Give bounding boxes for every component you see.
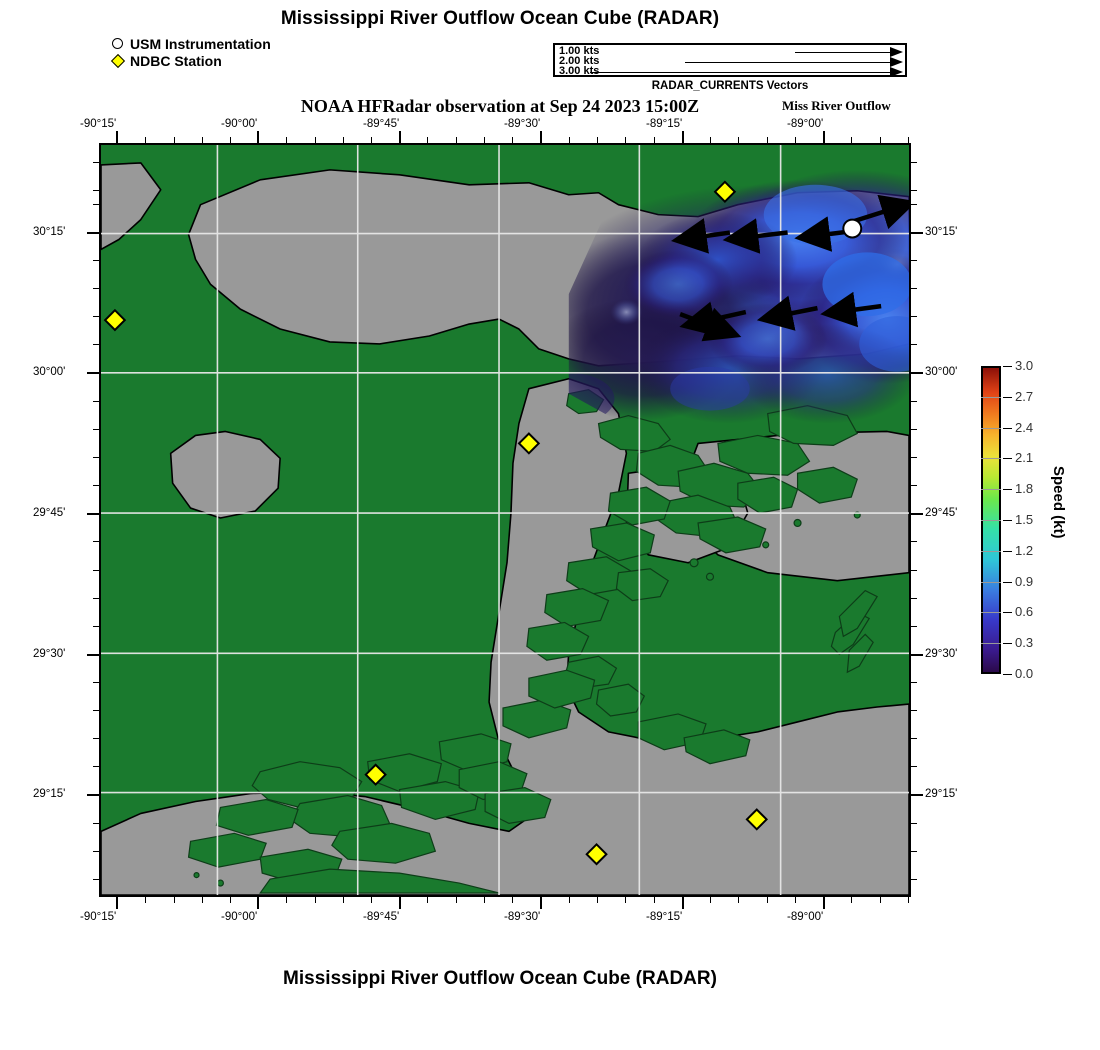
colorbar-tick-label: 2.4 (1015, 419, 1034, 435)
colorbar-tick-label: 0.6 (1015, 604, 1034, 620)
vector-scale-label-1: 1.00 kts (559, 45, 600, 57)
colorbar-tick (1003, 612, 1012, 614)
map-ticks-bottom (99, 897, 911, 909)
vector-shaft-2 (685, 62, 890, 63)
x-axis-label-bottom-5: -89°15' (646, 911, 683, 923)
circle-marker-icon (110, 36, 127, 53)
vector-scale-label-2: 2.00 kts (559, 55, 600, 67)
arrow-head-icon-1 (890, 47, 903, 57)
colorbar-tick (1003, 674, 1012, 675)
colorbar-separator (981, 396, 1001, 398)
observation-subtitle: NOAA HFRadar observation at Sep 24 2023 … (300, 96, 700, 116)
x-axis-label-bottom-6: -89°00' (787, 911, 824, 923)
y-axis-label-left-5: 29°15' (33, 788, 66, 800)
x-axis-label-top-1: -90°15' (80, 118, 117, 130)
x-axis-label-top-6: -89°00' (787, 118, 824, 130)
colorbar-separator (981, 520, 1001, 521)
legend-label-usm: USM Instrumentation (130, 36, 271, 52)
x-axis-label-bottom-2: -90°00' (221, 911, 258, 923)
vector-scale-row-1: 1.00 kts (555, 45, 905, 57)
x-axis-label-bottom-1: -90°15' (80, 911, 117, 923)
vector-shaft-1 (795, 52, 890, 53)
vector-scale-label-3: 3.00 kts (559, 65, 600, 77)
colorbar-separator (981, 458, 1001, 460)
colorbar-tick (1003, 489, 1012, 491)
colorbar-tick-label: 3.0 (1015, 358, 1034, 373)
colorbar-tick (1003, 581, 1012, 583)
colorbar-tick-label: 2.1 (1015, 450, 1034, 466)
x-axis-label-bottom-4: -89°30' (504, 911, 541, 923)
map-graphic (101, 145, 909, 895)
colorbar-tick (1003, 458, 1012, 460)
colorbar-tick (1003, 366, 1012, 367)
colorbar-tick-label: 0.0 (1015, 666, 1034, 681)
dataset-label: Miss River Outflow (782, 98, 891, 113)
map-ticks-top (99, 131, 911, 143)
colorbar-tick (1003, 550, 1012, 552)
colorbar-tick-label: 1.5 (1015, 512, 1034, 527)
y-axis-label-right-2: 30°00' (925, 366, 958, 378)
x-axis-label-top-3: -89°45' (363, 118, 400, 130)
page-title: Mississippi River Outflow Ocean Cube (RA… (280, 8, 720, 29)
x-axis-label-top-4: -89°30' (504, 118, 541, 130)
colorbar-separator (981, 643, 1001, 645)
colorbar-tick (1003, 396, 1012, 398)
colorbar-tick-label: 0.9 (1015, 573, 1034, 589)
arrow-head-icon-2 (890, 57, 903, 67)
x-axis-label-bottom-3: -89°45' (363, 911, 400, 923)
vector-scale-legend: 1.00 kts 2.00 kts 3.00 kts (553, 43, 907, 77)
bottom-page-title: Mississippi River Outflow Ocean Cube (RA… (283, 968, 717, 989)
y-axis-label-right-3: 29°45' (925, 507, 958, 519)
map-ticks-right (911, 143, 923, 897)
y-axis-label-right-1: 30°15' (925, 226, 958, 238)
station-legend: USM Instrumentation NDBC Station (110, 36, 271, 70)
map-ticks-left (87, 143, 99, 897)
vector-scale-row-2: 2.00 kts (555, 55, 905, 67)
legend-item-ndbc: NDBC Station (110, 53, 271, 70)
arrow-head-icon-3 (890, 67, 903, 77)
diamond-marker-icon (110, 53, 127, 70)
y-axis-label-left-3: 29°45' (33, 507, 66, 519)
y-axis-label-left-1: 30°15' (33, 226, 66, 238)
colorbar-tick (1003, 643, 1012, 645)
y-axis-label-right-4: 29°30' (925, 648, 958, 660)
colorbar-tick-label: 0.3 (1015, 635, 1034, 651)
usm-station-markers (842, 218, 863, 239)
legend-item-usm: USM Instrumentation (110, 36, 271, 53)
colorbar-separator (981, 489, 1001, 491)
colorbar-tick (1003, 427, 1012, 429)
colorbar-tick-label: 2.7 (1015, 388, 1034, 404)
colorbar-separator (981, 581, 1001, 583)
colorbar-axis-title: Speed (kt) (1050, 466, 1067, 539)
colorbar-separator (981, 427, 1001, 429)
y-axis-label-left-2: 30°00' (33, 366, 66, 378)
ndbc-station-markers (103, 180, 769, 866)
vector-scale-row-3: 3.00 kts (555, 65, 905, 77)
map-canvas[interactable] (99, 143, 911, 897)
colorbar-tick (1003, 520, 1012, 521)
colorbar-separator (981, 550, 1001, 552)
y-axis-label-left-4: 29°30' (33, 648, 66, 660)
x-axis-label-top-2: -90°00' (221, 118, 258, 130)
x-axis-label-top-5: -89°15' (646, 118, 683, 130)
vector-scale-caption: RADAR_CURRENTS Vectors (651, 80, 809, 92)
colorbar-tick-label: 1.8 (1015, 481, 1034, 497)
legend-label-ndbc: NDBC Station (130, 53, 222, 69)
colorbar-tick-label: 1.2 (1015, 542, 1034, 558)
colorbar-separator (981, 612, 1001, 614)
vector-shaft-3 (590, 72, 890, 73)
y-axis-label-right-5: 29°15' (925, 788, 958, 800)
